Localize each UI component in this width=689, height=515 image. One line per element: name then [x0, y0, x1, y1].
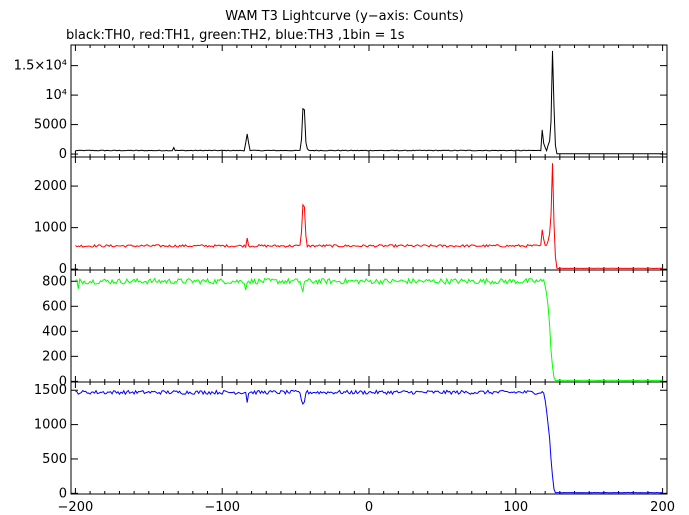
chart-title: WAM T3 Lightcurve (y−axis: Counts): [225, 9, 464, 24]
panel-frame-th0: [70, 44, 668, 158]
y-tick-label: 500: [42, 452, 67, 467]
y-tick-label: 0: [59, 486, 67, 501]
y-tick-label: 10⁴: [45, 88, 67, 103]
x-tick-label: 0: [365, 500, 373, 515]
series-line-th2: [75, 277, 663, 382]
y-tick-label: 1500: [34, 383, 67, 398]
series-line-th1: [75, 163, 663, 270]
y-tick-label: 2000: [34, 179, 67, 194]
y-tick-label: 1000: [34, 221, 67, 236]
y-tick-label: 0: [59, 374, 67, 389]
y-tick-label: 5000: [34, 118, 67, 133]
x-tick-label: −100: [204, 500, 240, 515]
panel-frame-th2: [70, 269, 668, 383]
y-tick-label: 1.5×10⁴: [14, 59, 67, 74]
series-line-th0: [75, 50, 663, 155]
series-line-th3: [75, 389, 663, 494]
y-tick-label: 800: [42, 274, 67, 289]
panel-frame-th3: [70, 381, 668, 495]
x-tick-label: 200: [650, 500, 675, 515]
x-tick-label: 100: [503, 500, 528, 515]
x-tick-label: −200: [58, 500, 94, 515]
panel-frame-th1: [70, 156, 668, 271]
y-tick-label: 0: [59, 262, 67, 277]
y-tick-label: 0: [59, 147, 67, 162]
y-tick-label: 600: [42, 299, 67, 314]
y-tick-label: 400: [42, 324, 67, 339]
chart-subtitle: black:TH0, red:TH1, green:TH2, blue:TH3 …: [66, 28, 405, 43]
y-tick-label: 200: [42, 349, 67, 364]
y-tick-label: 1000: [34, 418, 67, 433]
